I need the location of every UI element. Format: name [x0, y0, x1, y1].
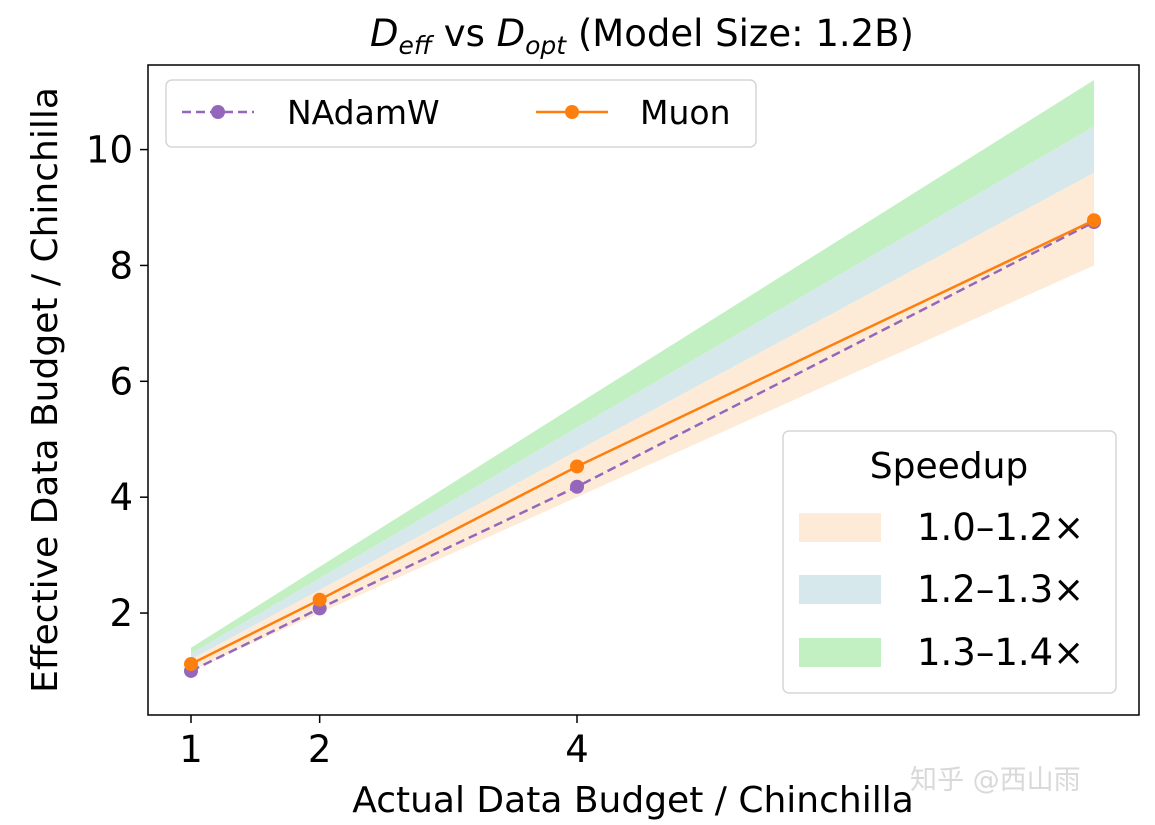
- y-tick-label-8: 8: [109, 244, 133, 287]
- legend-nadamw-marker: [211, 105, 225, 119]
- speedup-legend: Speedup 1.0–1.2× 1.2–1.3× 1.3–1.4×: [782, 430, 1117, 694]
- legend-nadamw-label: NAdamW: [287, 93, 440, 132]
- plot-frame: [147, 64, 1140, 716]
- point-nadamw-3: [570, 479, 585, 494]
- y-tick-label-10: 10: [86, 129, 133, 172]
- x-tick-label-4: 4: [565, 728, 589, 771]
- speedup-bands: [191, 80, 1094, 671]
- x-tick-label-2: 2: [308, 728, 332, 771]
- x-axis-label: Actual Data Budget / Chinchilla: [352, 780, 914, 821]
- point-muon-3: [570, 459, 585, 474]
- speedup-band-1: [191, 172, 1094, 671]
- x-tick-label-1: 1: [179, 728, 203, 771]
- legend-band-swatch-2: [799, 575, 881, 604]
- point-muon-4: [1087, 213, 1101, 228]
- speedup-band-2: [191, 126, 1094, 660]
- legend-muon-label: Muon: [640, 93, 731, 132]
- legend-muon-marker: [565, 105, 579, 119]
- axis-ticks: 1 2 4 2 4 6 8 10: [86, 129, 589, 771]
- series-legend: NAdamW Muon: [165, 79, 757, 148]
- series-legend-box: [165, 79, 757, 148]
- legend-band-swatch-3: [799, 638, 881, 667]
- speedup-legend-box: [782, 430, 1117, 694]
- speedup-legend-title: Speedup: [870, 446, 1029, 487]
- chart-title: Deff vs Dopt (Model Size: 1.2B): [370, 12, 914, 60]
- point-muon-2: [312, 592, 327, 607]
- legend-band-label-2: 1.2–1.3×: [917, 568, 1084, 611]
- y-axis-label: Effective Data Budget / Chinchilla: [25, 87, 66, 693]
- legend-band-label-1: 1.0–1.2×: [917, 506, 1084, 549]
- watermark: 知乎 @西山雨: [910, 765, 1081, 796]
- series-line-nadamw: [190, 220, 1095, 673]
- point-muon-1: [184, 657, 198, 672]
- y-tick-label-2: 2: [109, 592, 133, 635]
- y-tick-label-4: 4: [109, 476, 133, 519]
- legend-band-label-3: 1.3–1.4×: [917, 631, 1084, 674]
- y-tick-label-6: 6: [109, 360, 133, 403]
- legend-band-swatch-1: [799, 513, 881, 542]
- speedup-band-3: [191, 80, 1094, 654]
- series-line-muon: [190, 219, 1095, 666]
- series-lines: [184, 213, 1101, 678]
